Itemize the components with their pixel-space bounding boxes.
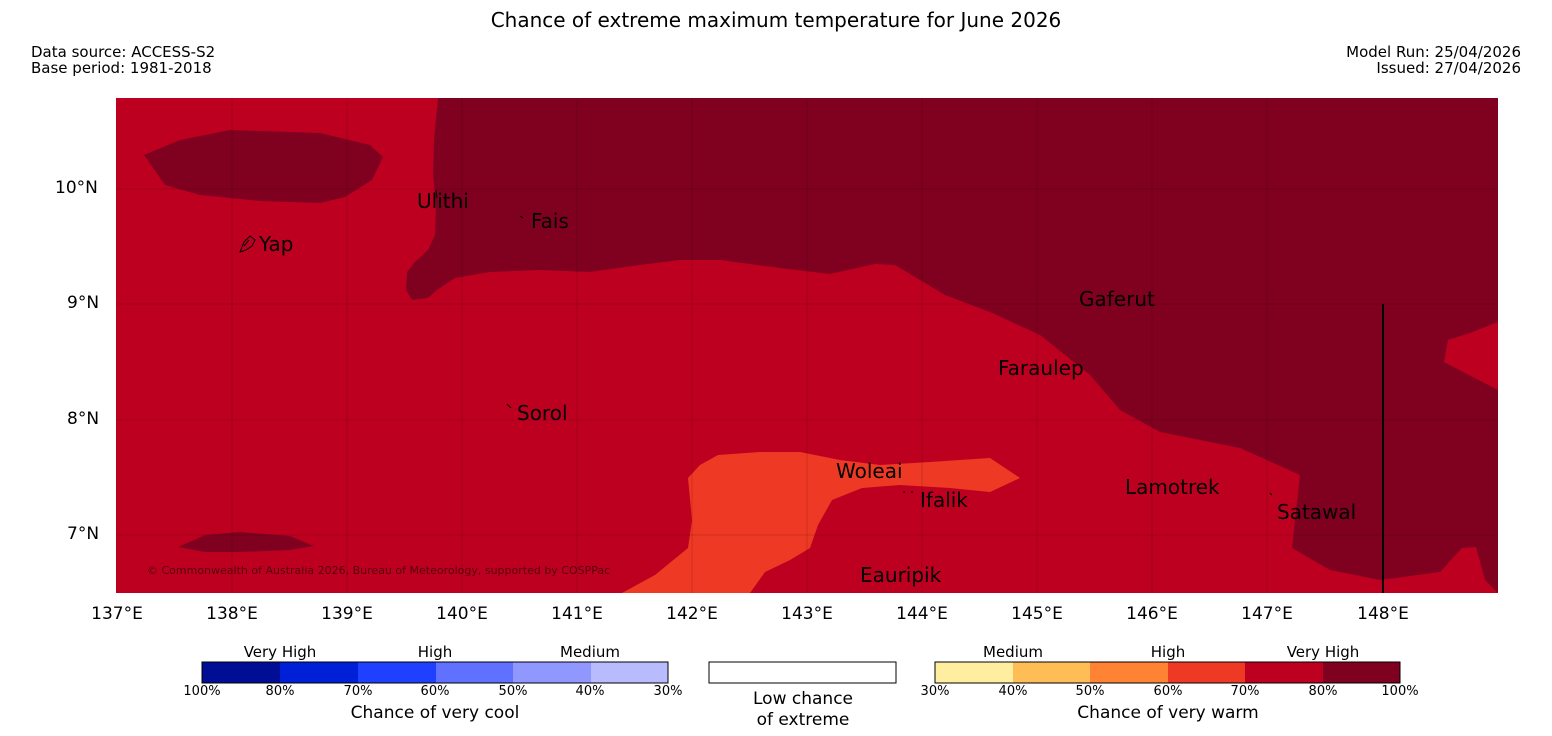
base-period-text: Base period: 1981-2018 bbox=[31, 58, 212, 77]
warm-swatch-80-100 bbox=[1323, 662, 1400, 683]
cool-category-very-high: Very High bbox=[243, 643, 317, 661]
lon-label-142e: 142°E bbox=[666, 604, 718, 624]
lon-label-145e: 145°E bbox=[1011, 604, 1063, 624]
warm-caption: Chance of very warm bbox=[1077, 703, 1259, 723]
low-chance-swatch bbox=[708, 661, 897, 684]
warm-swatch-60-70 bbox=[1168, 662, 1245, 683]
warm-category-high: High bbox=[1150, 643, 1186, 661]
place-label-eauripik: Eauripik bbox=[860, 563, 942, 587]
cool-swatch-100-80 bbox=[202, 662, 280, 683]
place-label-yap: Yap bbox=[258, 232, 293, 256]
place-label-satawal: Satawal bbox=[1277, 500, 1356, 524]
lon-label-143e: 143°E bbox=[781, 604, 833, 624]
cool-category-high: High bbox=[417, 643, 453, 661]
lat-label-8n: 8°N bbox=[67, 409, 100, 429]
cool-tick-100: 100% bbox=[183, 684, 221, 699]
lon-label-146e: 146°E bbox=[1126, 604, 1178, 624]
cool-caption: Chance of very cool bbox=[350, 703, 520, 723]
warm-swatch-40-50 bbox=[1013, 662, 1090, 683]
warm-swatch-70-80 bbox=[1245, 662, 1323, 683]
lon-label-139e: 139°E bbox=[321, 604, 373, 624]
warm-tick-50: 50% bbox=[1075, 684, 1105, 699]
copyright-notice: © Commonwealth of Australia 2026, Bureau… bbox=[147, 564, 610, 577]
place-label-lamotrek: Lamotrek bbox=[1125, 475, 1220, 499]
cool-colorbar bbox=[201, 661, 669, 684]
place-label-ifalik: Ifalik bbox=[920, 488, 968, 512]
warm-tick-80: 80% bbox=[1308, 684, 1338, 699]
yap-island-outline bbox=[239, 235, 256, 253]
warm-category-very-high: Very High bbox=[1286, 643, 1360, 661]
place-label-woleai: Woleai bbox=[836, 459, 903, 483]
graticule bbox=[116, 98, 1498, 593]
place-label-fais: Fais bbox=[531, 209, 569, 233]
model-run-text: Model Run: 25/04/2026 bbox=[1346, 43, 1521, 61]
warm-swatch-50-60 bbox=[1090, 662, 1168, 683]
lat-label-7n: 7°N bbox=[67, 524, 100, 544]
region-80-100-north bbox=[406, 98, 1498, 593]
low-chance-caption-line1: Low chance bbox=[753, 689, 853, 709]
place-label-ulithi: Ulithi bbox=[417, 189, 469, 213]
warm-colorbar bbox=[934, 661, 1401, 684]
fais-island-outline bbox=[519, 215, 524, 219]
low-chance-caption-line2: of extreme bbox=[756, 710, 850, 730]
warm-tick-40: 40% bbox=[998, 684, 1028, 699]
lon-label-141e: 141°E bbox=[551, 604, 603, 624]
place-label-faraulep: Faraulep bbox=[998, 356, 1084, 380]
region-80-100-west-blob bbox=[144, 130, 383, 203]
warm-tick-60: 60% bbox=[1153, 684, 1183, 699]
cool-swatch-70-60 bbox=[358, 662, 436, 683]
cool-tick-30: 30% bbox=[653, 684, 683, 699]
issued-text: Issued: 27/04/2026 bbox=[1376, 58, 1521, 77]
region-80-100-southwest-blob bbox=[178, 532, 314, 552]
cool-category-medium: Medium bbox=[560, 643, 620, 661]
warm-tick-30: 30% bbox=[920, 684, 950, 699]
sorol-island-outline bbox=[506, 403, 512, 409]
lat-label-9n: 9°N bbox=[67, 293, 100, 313]
run-info: Model Run: 25/04/2026 Issued: 27/04/2026 bbox=[1346, 43, 1521, 77]
cool-tick-70: 70% bbox=[343, 684, 373, 699]
forecast-map: Yap Ulithi Fais Sorol Gaferut Faraulep W… bbox=[116, 98, 1498, 593]
cool-swatch-80-70 bbox=[280, 662, 358, 683]
cool-swatch-60-50 bbox=[436, 662, 513, 683]
place-label-sorol: Sorol bbox=[517, 401, 568, 425]
lon-label-138e: 138°E bbox=[206, 604, 258, 624]
warm-category-medium: Medium bbox=[983, 643, 1043, 661]
cool-tick-60: 60% bbox=[420, 684, 450, 699]
warm-swatch-30-40 bbox=[935, 662, 1013, 683]
lon-label-148e: 148°E bbox=[1357, 604, 1409, 624]
cool-tick-40: 40% bbox=[575, 684, 605, 699]
cool-swatch-40-30 bbox=[591, 662, 668, 683]
warm-tick-100: 100% bbox=[1381, 684, 1419, 699]
data-source-text: Data source: ACCESS-S2 bbox=[31, 43, 216, 61]
cool-tick-80: 80% bbox=[265, 684, 295, 699]
lat-label-10n: 10°N bbox=[55, 178, 98, 198]
source-info: Data source: ACCESS-S2 Base period: 1981… bbox=[31, 43, 216, 77]
island-outlines bbox=[239, 189, 1273, 496]
lon-label-147e: 147°E bbox=[1241, 604, 1293, 624]
ulithi-island-outline bbox=[435, 189, 438, 199]
lon-label-144e: 144°E bbox=[896, 604, 948, 624]
region-60-70-percent bbox=[622, 452, 1020, 593]
cool-tick-50: 50% bbox=[498, 684, 528, 699]
place-label-gaferut: Gaferut bbox=[1079, 287, 1155, 311]
chart-title: Chance of extreme maximum temperature fo… bbox=[490, 8, 1062, 32]
lon-label-140e: 140°E bbox=[436, 604, 488, 624]
satawal-island-outline bbox=[1269, 492, 1273, 496]
lon-label-137e: 137°E bbox=[91, 604, 143, 624]
warm-tick-70: 70% bbox=[1230, 684, 1260, 699]
cool-swatch-50-40 bbox=[513, 662, 591, 683]
